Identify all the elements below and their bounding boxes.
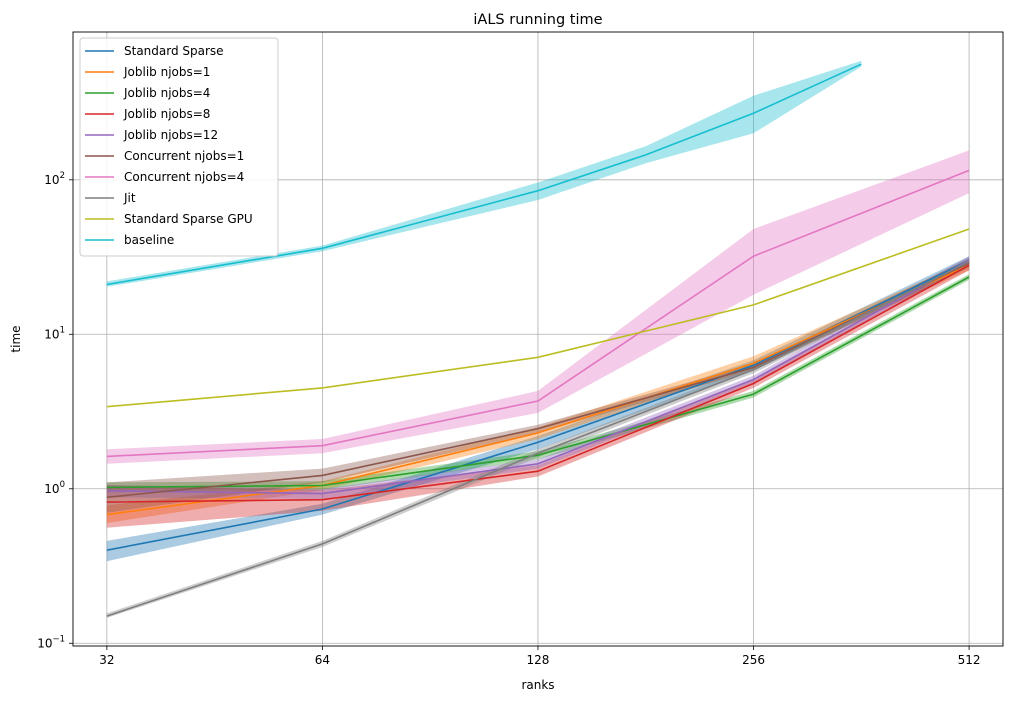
legend-label-joblib-njobs-12: Joblib njobs=12 [123, 128, 218, 142]
legend-label-standard-sparse-gpu: Standard Sparse GPU [124, 212, 253, 226]
y-tick-exponent: −1 [52, 634, 65, 644]
legend-label-standard-sparse: Standard Sparse [124, 44, 224, 58]
y-tick-base: 10 [44, 482, 59, 496]
chart-title: iALS running time [473, 12, 602, 28]
legend-label-joblib-njobs-8: Joblib njobs=8 [123, 107, 210, 121]
line-baseline [106, 63, 862, 286]
legend-label-joblib-njobs-1: Joblib njobs=1 [123, 65, 210, 79]
line-concurrent-njobs-4 [106, 169, 970, 458]
x-tick-label: 256 [742, 653, 765, 667]
x-tick-label: 512 [958, 653, 981, 667]
legend-label-concurrent-njobs-4: Concurrent njobs=4 [124, 170, 244, 184]
x-axis-ticks: 32 64 128 256 512 [99, 646, 981, 667]
legend-label-jit: Jit [123, 191, 136, 205]
legend: Standard Sparse Joblib njobs=1 Joblib njob… [79, 37, 279, 257]
line-joblib-njobs-8 [106, 264, 970, 503]
y-tick-exponent: 0 [60, 480, 65, 490]
y-tick-base: 10 [44, 173, 59, 187]
band-joblib-njobs-1 [106, 260, 970, 523]
x-tick-label: 128 [527, 653, 550, 667]
band-standard-sparse [106, 256, 970, 562]
legend-label-baseline: baseline [124, 233, 174, 247]
y-tick-label: 102 [44, 171, 65, 187]
line-jit [106, 260, 970, 617]
line-concurrent-njobs-1 [106, 262, 970, 499]
y-tick-base: 10 [44, 327, 59, 341]
y-tick-exponent: 1 [60, 325, 65, 335]
legend-label-concurrent-njobs-1: Concurrent njobs=1 [124, 149, 244, 163]
series-lines [106, 63, 970, 617]
y-tick-label: 10−1 [37, 634, 65, 650]
y-tick-label: 101 [44, 325, 65, 341]
y-tick-base: 10 [37, 636, 52, 650]
legend-label-joblib-njobs-4: Joblib njobs=4 [123, 86, 210, 100]
x-axis-label: ranks [521, 678, 554, 692]
legend-box [79, 37, 279, 257]
x-tick-label: 32 [99, 653, 114, 667]
y-tick-label: 100 [44, 480, 65, 496]
y-tick-exponent: 2 [60, 171, 65, 181]
y-axis-label: time [9, 325, 23, 352]
line-joblib-njobs-1 [106, 264, 970, 516]
line-joblib-njobs-4 [106, 276, 970, 489]
x-tick-label: 64 [315, 653, 330, 667]
line-joblib-njobs-12 [106, 259, 970, 495]
line-standard-sparse-gpu [106, 228, 970, 408]
